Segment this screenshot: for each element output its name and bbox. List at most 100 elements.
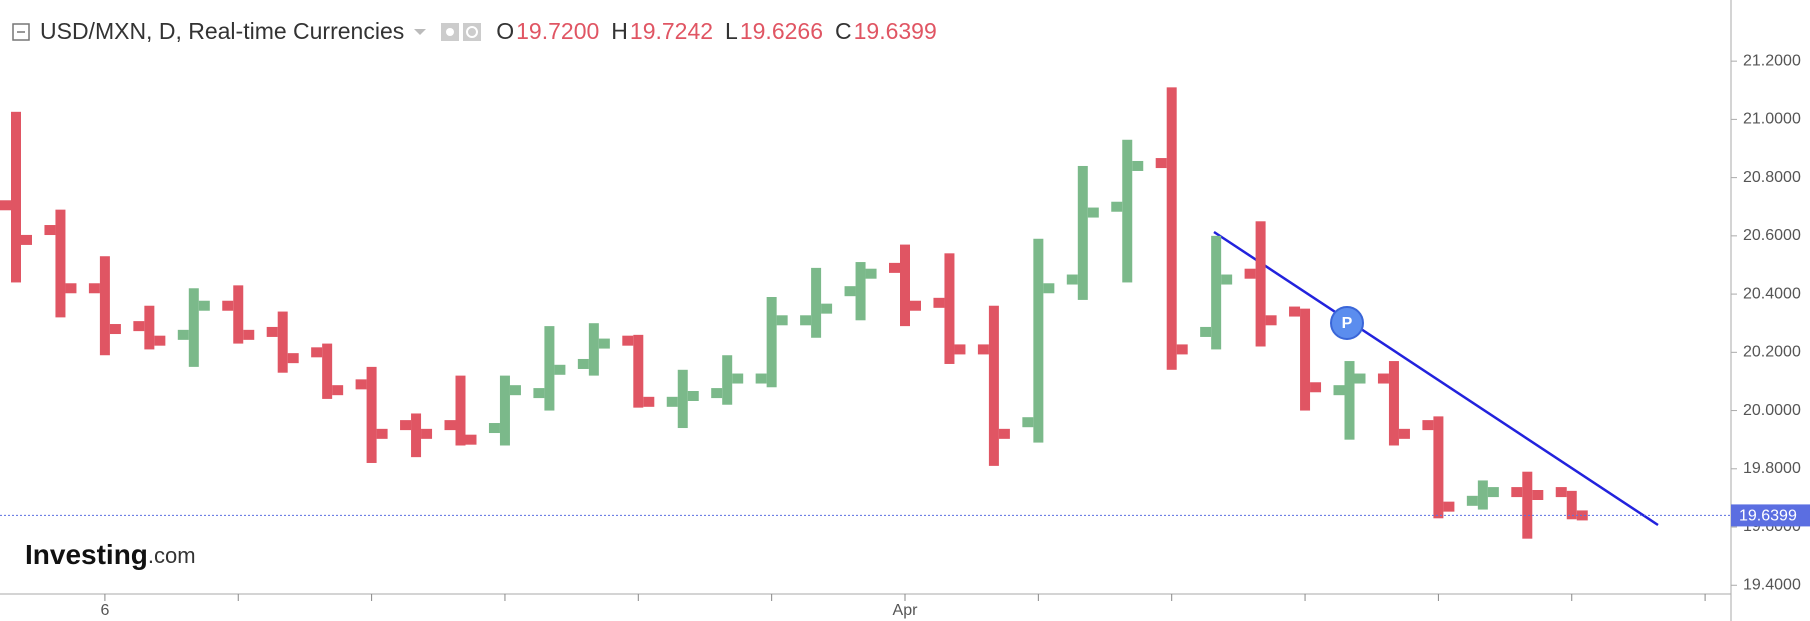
trend-line[interactable] — [1213, 230, 1659, 527]
bar-open — [800, 315, 812, 326]
quote-block: O19.7200 H19.7242 L19.6266 C19.6399 — [484, 18, 937, 45]
bar-close — [865, 268, 877, 279]
bar-range — [233, 285, 244, 344]
bar-close — [198, 300, 210, 311]
bar-close — [1487, 487, 1499, 498]
bar-range — [633, 334, 644, 408]
header: USD/MXN, D, Real-time Currencies O19.720… — [12, 18, 937, 45]
bar-open — [0, 200, 11, 211]
bar-range — [766, 297, 777, 388]
bar-range — [1477, 480, 1488, 510]
bar-close — [910, 300, 921, 311]
bar-close — [687, 391, 699, 401]
bar-close — [243, 329, 255, 340]
bar-close — [1221, 274, 1233, 285]
bar-close — [332, 385, 344, 396]
y-tick-label: 21.2000 — [1743, 52, 1801, 69]
bar-range — [1211, 235, 1222, 350]
bar-range — [1388, 361, 1399, 446]
settings-icons[interactable] — [440, 21, 484, 43]
quote-value: 19.6399 — [853, 18, 937, 44]
symbol-title[interactable]: USD/MXN, D, Real-time Currencies — [40, 18, 405, 44]
bar-range — [1522, 471, 1533, 539]
quote-item: O19.7200 — [496, 18, 599, 44]
bar-close — [21, 234, 32, 245]
bar-close — [109, 324, 121, 335]
bar-range — [900, 244, 910, 327]
bar-open — [177, 329, 189, 340]
bar-open — [1289, 306, 1301, 317]
bar-close — [732, 373, 744, 384]
bar-open — [266, 326, 278, 337]
bar-range — [1344, 361, 1355, 440]
quote-label: C — [834, 18, 852, 44]
bar-close — [821, 303, 833, 314]
bar-close — [65, 283, 77, 294]
bar-close — [1087, 207, 1099, 218]
bar-range — [944, 253, 955, 364]
bar-range — [188, 288, 199, 367]
quote-item: C19.6399 — [835, 18, 937, 44]
bar-range — [811, 267, 822, 338]
bar-open — [577, 358, 589, 369]
bar-close — [1265, 315, 1277, 326]
bar-range — [322, 343, 333, 399]
bar-range — [144, 305, 155, 350]
bar-range — [1122, 139, 1133, 283]
bar-open — [355, 379, 367, 390]
bar-range — [1033, 238, 1044, 443]
bar-open — [622, 335, 634, 346]
bar-close — [287, 353, 299, 364]
bar-close — [776, 315, 788, 326]
bar-range — [55, 209, 66, 318]
bar-range — [11, 111, 21, 283]
bar-open — [400, 420, 412, 431]
x-tick-label: 6 — [100, 602, 109, 619]
bar-close — [1576, 510, 1588, 521]
bar-open — [1511, 487, 1523, 498]
bar-close — [1398, 428, 1410, 439]
bar-close — [554, 364, 566, 375]
bar-open — [533, 388, 545, 399]
y-tick-label: 19.8000 — [1743, 460, 1801, 477]
quote-value: 19.7242 — [629, 18, 714, 44]
bar-open — [88, 283, 100, 294]
bar-close — [509, 385, 521, 396]
bar-range — [499, 375, 510, 446]
bar-range — [1255, 221, 1266, 347]
quote-item: H19.7242 — [611, 18, 713, 44]
bar-close — [1176, 344, 1188, 355]
logo-main: Investing — [25, 539, 148, 570]
bar-open — [711, 388, 723, 399]
bar-close — [1443, 501, 1455, 512]
bar-range — [1566, 490, 1577, 520]
bar-open — [1200, 326, 1212, 337]
y-tick-label: 20.0000 — [1743, 402, 1801, 419]
x-tick-label: Apr — [893, 602, 919, 619]
bar-open — [933, 297, 945, 308]
last-price-box — [1731, 504, 1810, 527]
quote-value: 19.6266 — [739, 18, 823, 44]
bar-open — [1111, 201, 1123, 212]
collapse-icon[interactable] — [12, 22, 30, 41]
bar-close — [154, 335, 166, 346]
bar-range — [588, 323, 599, 376]
dropdown-arrow[interactable] — [412, 27, 428, 37]
bar-open — [311, 347, 323, 358]
bar-range — [1300, 308, 1311, 411]
quote-item: L19.6266 — [725, 18, 823, 44]
quote-label: O — [496, 18, 515, 44]
bar-close — [1532, 490, 1544, 500]
last-price-label: 19.6399 — [1739, 508, 1797, 525]
bar-open — [133, 321, 145, 332]
bar-close — [421, 428, 433, 439]
y-tick-label: 20.4000 — [1743, 285, 1801, 302]
annotation-badge[interactable] — [1330, 306, 1364, 340]
bar-open — [1422, 420, 1434, 431]
logo-suffix: .com — [148, 543, 196, 568]
bar-open — [844, 286, 856, 297]
bar-open — [1244, 268, 1256, 279]
bar-range — [411, 413, 422, 458]
bar-open — [1555, 487, 1567, 498]
